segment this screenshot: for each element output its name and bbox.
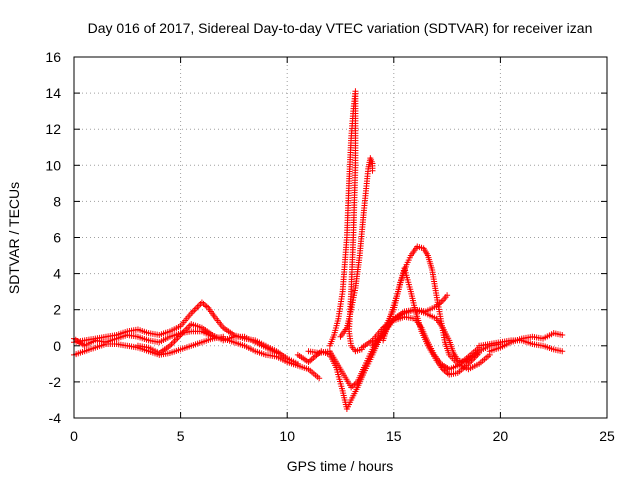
series-trace-13	[486, 330, 566, 355]
data-point	[476, 350, 483, 357]
data-point	[198, 299, 205, 306]
data-point	[191, 307, 198, 314]
data-point	[273, 350, 280, 357]
axes: 0 5 10 15 20 25 -4 -2 0 2 4 6 8 10 12 14 16	[45, 49, 615, 444]
y-tick-label: 16	[45, 49, 61, 65]
y-tick-label: 12	[45, 121, 61, 137]
chart-title: Day 016 of 2017, Sidereal Day-to-day VTE…	[88, 20, 593, 36]
data-point	[310, 354, 317, 361]
data-point	[179, 330, 186, 337]
series-trace-3	[71, 328, 323, 382]
y-axis-label: SDTVAR / TECUs	[6, 182, 22, 294]
data-point	[186, 322, 193, 329]
x-tick-label: 5	[177, 428, 185, 444]
data-point	[316, 375, 323, 382]
series-trace-4	[134, 321, 280, 357]
data-point	[168, 341, 175, 348]
x-tick-label: 10	[279, 428, 295, 444]
x-tick-label: 0	[70, 428, 78, 444]
y-tick-label: 14	[45, 85, 61, 101]
data-point	[180, 328, 187, 335]
x-tick-label: 25	[599, 428, 615, 444]
data-point	[194, 304, 201, 311]
data-point	[203, 303, 210, 310]
data-point	[185, 324, 192, 331]
y-tick-label: -4	[49, 410, 62, 426]
data-point	[174, 335, 181, 342]
series-trace-7	[337, 155, 376, 340]
series-trace-6	[326, 88, 365, 355]
y-tick-label: 10	[45, 157, 61, 173]
y-tick-label: 2	[53, 302, 61, 318]
plot-area	[71, 88, 566, 412]
y-tick-label: 0	[53, 338, 61, 354]
data-point	[559, 331, 566, 338]
data-point	[202, 302, 209, 309]
data-point	[171, 338, 178, 345]
series-trace-11	[358, 313, 483, 373]
data-point	[559, 348, 566, 355]
data-point	[169, 339, 176, 346]
x-tick-label: 20	[493, 428, 509, 444]
data-point	[349, 382, 356, 389]
data-point	[444, 292, 451, 299]
grid-lines	[74, 57, 607, 418]
plot-frame	[73, 56, 608, 419]
data-point	[369, 167, 376, 174]
x-tick-label: 15	[386, 428, 402, 444]
data-point	[307, 357, 314, 364]
y-tick-label: 4	[53, 266, 61, 282]
data-point	[192, 305, 199, 312]
x-axis-label: GPS time / hours	[287, 458, 394, 474]
y-tick-label: 6	[53, 230, 61, 246]
y-tick-label: -2	[49, 374, 62, 390]
data-point	[308, 356, 315, 363]
y-tick-label: 8	[53, 193, 61, 209]
data-point	[444, 370, 451, 377]
